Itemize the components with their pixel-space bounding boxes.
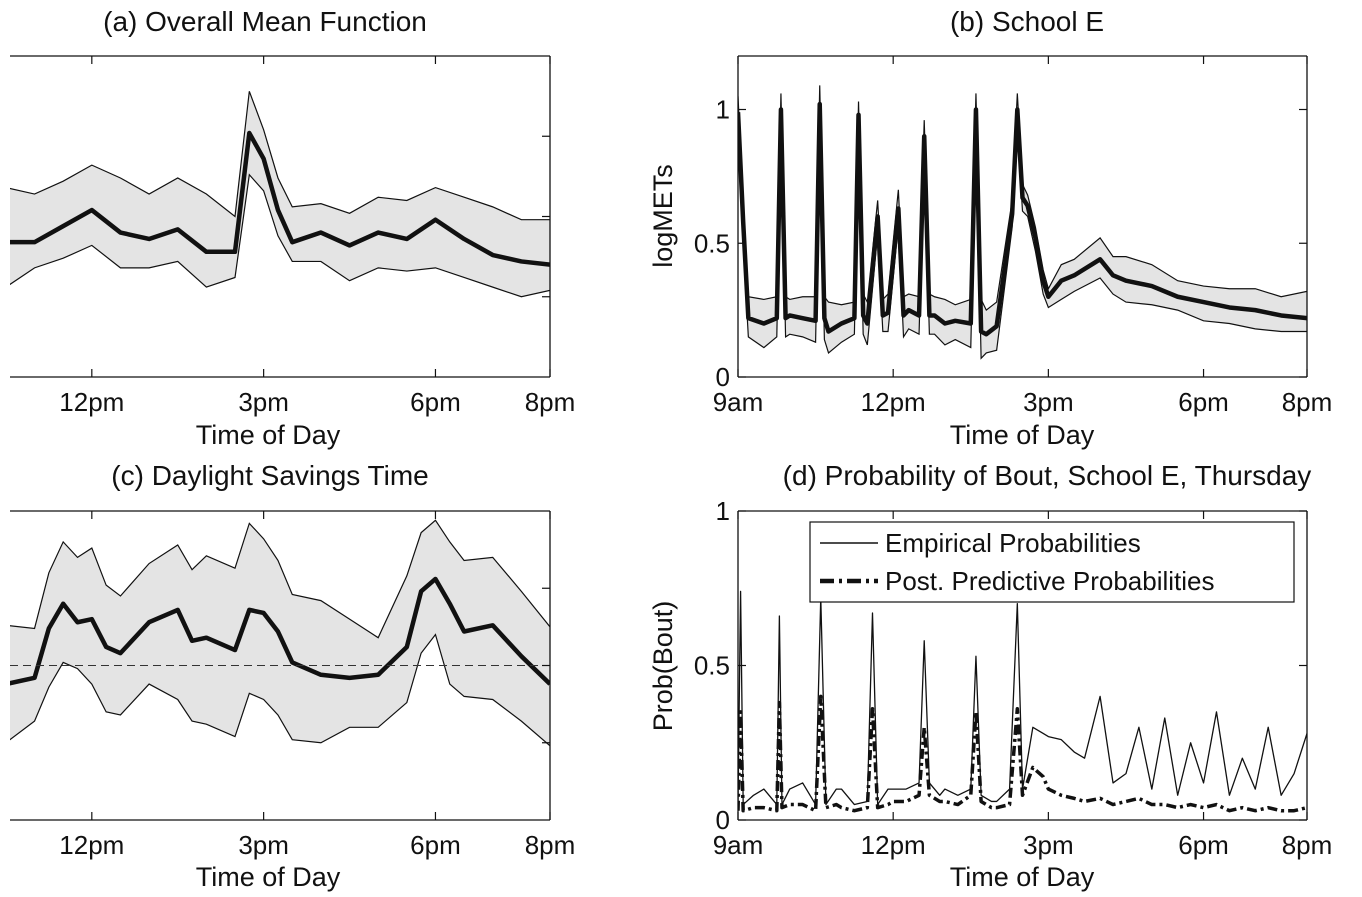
panel-a-xtick-label: 3pm [238,387,289,417]
panel-d-title: (d) Probability of Bout, School E, Thurs… [783,460,1312,491]
panel-c-xtick-label: 3pm [238,830,289,860]
panel-a: (a) Overall Mean Function 9am12pm3pm6pm8… [10,6,576,450]
panel-d-data [738,590,1307,813]
panel-d-legend: Empirical Probabilities Post. Predictive… [809,521,1295,603]
panel-b-data [738,85,1307,360]
panel-a-mean-line [10,130,550,267]
panel-a-band-upper-line [10,91,550,221]
panel-d-predictive-line [738,694,1307,813]
panel-b-xtick-label: 9am [713,387,764,417]
panel-a-band-lower-line [10,173,550,298]
panel-b-xtick-label: 8pm [1282,387,1333,417]
panel-c-title: (c) Daylight Savings Time [111,460,428,491]
panel-c-xlabel: Time of Day [196,862,341,892]
panel-d-empirical-line [738,590,1307,806]
panel-b: (b) School E 9am 12pm 3pm 6pm 8pm 0 0.5 1 Time … [648,6,1332,450]
panel-c: (c) Daylight Savings Time 9am12pm3pm6pm8… [10,460,576,892]
panel-b-xtick-label: 12pm [861,387,926,417]
panel-b-ytick-label: 0 [716,362,730,392]
panel-b-ytick-label: 0.5 [694,228,730,258]
panel-c-band-upper-line [10,519,550,639]
panel-d-ytick-label: 0.5 [694,651,730,681]
panel-a-xlabel: Time of Day [196,420,341,450]
panel-c-xtick-label: 8pm [525,830,576,860]
panel-d-xtick-label: 9am [713,830,764,860]
panel-b-ylabel: logMETs [648,164,678,268]
panel-b-title: (b) School E [950,6,1104,37]
panel-a-xtick-label: 12pm [59,387,124,417]
panel-a-xtick-label: 8pm [525,387,576,417]
panel-d-ytick-label: 0 [716,805,730,835]
panel-b-ytick-label: 1 [716,95,730,125]
panel-b-mean-line [738,101,1307,337]
panel-d-xlabel: Time of Day [950,862,1095,892]
panel-a-credible-band [10,91,550,297]
panel-d-ylabel: Prob(Bout) [648,601,678,732]
legend-box [809,521,1295,603]
panel-d-xtick-label: 8pm [1282,830,1333,860]
panel-a-title: (a) Overall Mean Function [103,6,427,37]
panel-c-data [10,519,550,747]
panel-c-mean-line [10,576,550,686]
panel-b-xtick-label: 3pm [1023,387,1074,417]
panel-b-band-upper-line [738,85,1307,312]
panel-b-plot: 9am 12pm 3pm 6pm 8pm 0 0.5 1 [694,55,1333,417]
panel-d-plot: 9am 12pm 3pm 6pm 8pm 0 0.5 1 [694,496,1332,860]
panel-b-xtick-label: 6pm [1178,387,1229,417]
legend-entry-predictive: Post. Predictive Probabilities [885,566,1214,596]
panel-d-ytick-label: 1 [716,496,730,526]
panel-c-xtick-label: 6pm [410,830,461,860]
panel-a-data [10,91,550,298]
panel-b-band-lower-line [738,122,1307,360]
panel-b-xlabel: Time of Day [950,420,1095,450]
panel-a-xtick-label: 6pm [410,387,461,417]
panel-d-xtick-label: 6pm [1178,830,1229,860]
panel-d: (d) Probability of Bout, School E, Thurs… [648,460,1332,892]
panel-d-xtick-label: 12pm [861,830,926,860]
panel-c-xtick-label: 12pm [59,830,124,860]
panel-d-xtick-label: 3pm [1023,830,1074,860]
panel-c-band-lower-line [10,633,550,747]
legend-entry-empirical: Empirical Probabilities [885,528,1141,558]
